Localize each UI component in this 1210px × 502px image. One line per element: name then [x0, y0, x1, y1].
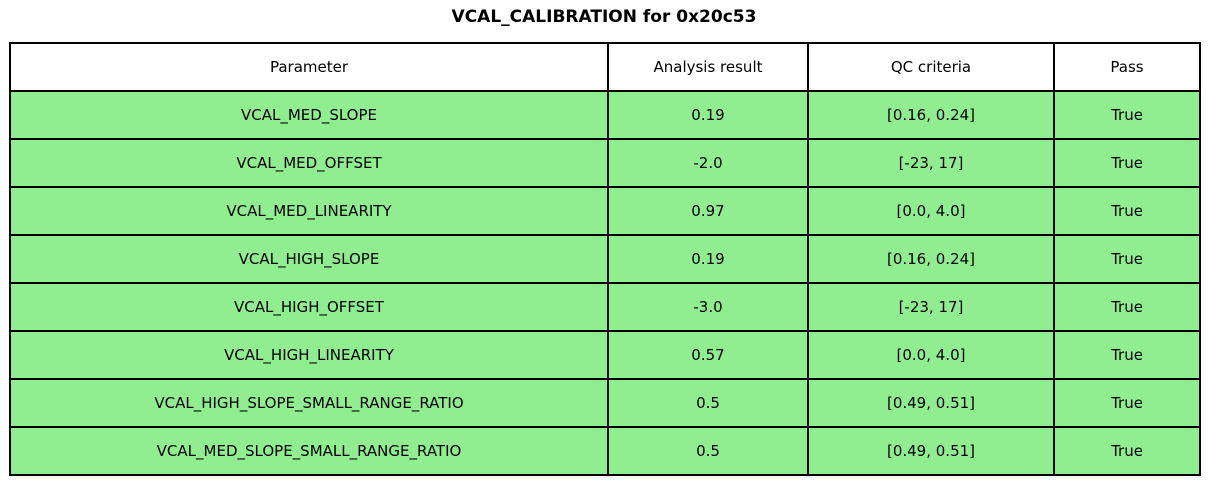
table-row: VCAL_MED_OFFSET -2.0 [-23, 17] True	[9, 138, 1201, 188]
table-row: VCAL_MED_LINEARITY 0.97 [0.0, 4.0] True	[9, 186, 1201, 236]
criteria-cell: [0.49, 0.51]	[807, 378, 1055, 428]
pass-cell: True	[1053, 90, 1201, 140]
column-header-parameter: Parameter	[9, 42, 609, 92]
criteria-cell: [-23, 17]	[807, 138, 1055, 188]
pass-cell: True	[1053, 426, 1201, 476]
result-cell: -2.0	[607, 138, 809, 188]
column-header-qc-criteria: QC criteria	[807, 42, 1055, 92]
parameter-cell: VCAL_HIGH_SLOPE_SMALL_RANGE_RATIO	[9, 378, 609, 428]
criteria-cell: [0.49, 0.51]	[807, 426, 1055, 476]
result-cell: 0.19	[607, 90, 809, 140]
criteria-cell: [0.0, 4.0]	[807, 330, 1055, 380]
pass-cell: True	[1053, 138, 1201, 188]
result-cell: 0.57	[607, 330, 809, 380]
table-row: VCAL_HIGH_LINEARITY 0.57 [0.0, 4.0] True	[9, 330, 1201, 380]
parameter-cell: VCAL_MED_LINEARITY	[9, 186, 609, 236]
header-row: Parameter Analysis result QC criteria Pa…	[9, 42, 1201, 92]
parameter-cell: VCAL_MED_SLOPE_SMALL_RANGE_RATIO	[9, 426, 609, 476]
table-row: VCAL_MED_SLOPE_SMALL_RANGE_RATIO 0.5 [0.…	[9, 426, 1201, 476]
table-row: VCAL_MED_SLOPE 0.19 [0.16, 0.24] True	[9, 90, 1201, 140]
criteria-cell: [0.0, 4.0]	[807, 186, 1055, 236]
result-cell: 0.19	[607, 234, 809, 284]
criteria-cell: [0.16, 0.24]	[807, 234, 1055, 284]
pass-cell: True	[1053, 234, 1201, 284]
result-cell: 0.5	[607, 378, 809, 428]
table-row: VCAL_HIGH_SLOPE_SMALL_RANGE_RATIO 0.5 [0…	[9, 378, 1201, 428]
criteria-cell: [0.16, 0.24]	[807, 90, 1055, 140]
pass-cell: True	[1053, 282, 1201, 332]
parameter-cell: VCAL_MED_OFFSET	[9, 138, 609, 188]
parameter-cell: VCAL_MED_SLOPE	[9, 90, 609, 140]
pass-cell: True	[1053, 378, 1201, 428]
result-cell: -3.0	[607, 282, 809, 332]
qc-results-table: Parameter Analysis result QC criteria Pa…	[9, 42, 1201, 476]
parameter-cell: VCAL_HIGH_LINEARITY	[9, 330, 609, 380]
figure-title: VCAL_CALIBRATION for 0x20c53	[451, 7, 757, 27]
pass-cell: True	[1053, 330, 1201, 380]
pass-cell: True	[1053, 186, 1201, 236]
parameter-cell: VCAL_HIGH_OFFSET	[9, 282, 609, 332]
table-row: VCAL_HIGH_OFFSET -3.0 [-23, 17] True	[9, 282, 1201, 332]
result-cell: 0.97	[607, 186, 809, 236]
column-header-pass: Pass	[1053, 42, 1201, 92]
column-header-analysis-result: Analysis result	[607, 42, 809, 92]
result-cell: 0.5	[607, 426, 809, 476]
table-row: VCAL_HIGH_SLOPE 0.19 [0.16, 0.24] True	[9, 234, 1201, 284]
parameter-cell: VCAL_HIGH_SLOPE	[9, 234, 609, 284]
criteria-cell: [-23, 17]	[807, 282, 1055, 332]
